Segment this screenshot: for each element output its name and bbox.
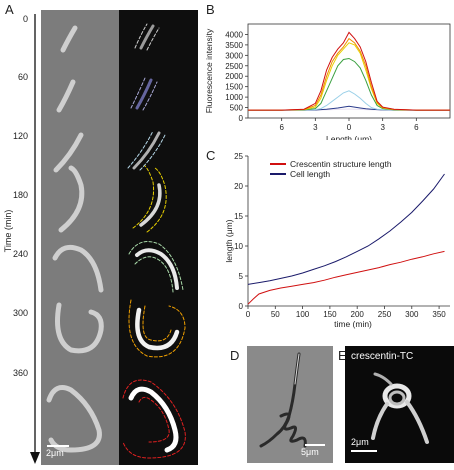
panel-d-scalebar — [305, 444, 325, 446]
fl-cell-120 — [132, 131, 161, 170]
time-arrow — [30, 14, 40, 464]
y-tick-label-c: 25 — [234, 152, 243, 161]
x-tick-label-c: 0 — [246, 310, 251, 319]
series-line-b-5 — [248, 37, 450, 111]
fl-cell-300 — [135, 307, 180, 351]
time-tick-60: 60 — [17, 72, 28, 82]
series-line-b-1 — [248, 105, 450, 111]
fluorescent-cell — [371, 372, 429, 444]
y-tick-label-b: 3000 — [225, 51, 243, 60]
panel-d-scalebar-label: 5μm — [301, 447, 319, 457]
panel-b-letter: B — [206, 2, 215, 17]
x-tick-label-c: 50 — [271, 310, 280, 319]
y-tick-label-c: 0 — [239, 302, 244, 311]
time-tick-300: 300 — [12, 308, 28, 318]
y-axis-label-b: Fluorescence intensity — [204, 28, 214, 113]
panel-e-scalebar — [351, 450, 377, 452]
cell-360 — [46, 385, 102, 453]
cell-120 — [53, 132, 84, 173]
x-tick-label-b: 0 — [347, 123, 352, 132]
cell-0 — [60, 25, 78, 53]
panel-c-letter: C — [206, 148, 216, 163]
time-tick-0: 0 — [22, 14, 28, 24]
x-tick-label-c: 100 — [296, 310, 310, 319]
x-axis-label-b: Length (μm) — [326, 134, 372, 140]
fluorescence-column — [119, 10, 198, 465]
y-tick-label-c: 10 — [234, 242, 243, 251]
panel-d-image: 5μm — [247, 346, 333, 463]
x-tick-label-c: 350 — [432, 310, 446, 319]
panel-d-letter: D — [230, 348, 240, 363]
fl-outline-120 — [127, 130, 166, 171]
x-tick-label-c: 200 — [351, 310, 365, 319]
fluorescence-cells — [122, 23, 186, 459]
x-tick-label-b: 6 — [414, 123, 419, 132]
panel-e-label: crescentin-TC — [351, 351, 414, 362]
phase-contrast-cell — [259, 352, 307, 448]
y-tick-label-b: 500 — [230, 104, 244, 113]
fl-outline-0 — [134, 23, 160, 51]
y-tick-label-c: 15 — [234, 212, 243, 221]
panel-e-letter: E — [338, 348, 347, 363]
fl-cell-60 — [135, 78, 153, 110]
y-tick-label-c: 5 — [239, 272, 244, 281]
cell-60 — [56, 79, 76, 113]
series-line-b-2 — [248, 90, 450, 111]
panel-e-image: crescentin-TC 2μm — [345, 346, 454, 463]
panel-a-scalebar — [47, 445, 69, 447]
x-tick-label-b: 3 — [313, 123, 318, 132]
x-axis-label-c: time (min) — [334, 319, 372, 329]
cell-180 — [58, 165, 85, 233]
series-line-b-3 — [248, 57, 450, 111]
y-axis-label-c: length (μm) — [224, 219, 234, 262]
y-tick-label-b: 1000 — [225, 93, 243, 102]
fl-cell-240 — [135, 248, 179, 290]
time-tick-180: 180 — [12, 190, 28, 200]
cell-240 — [52, 244, 104, 293]
x-tick-label-c: 150 — [323, 310, 337, 319]
y-tick-label-b: 4000 — [225, 30, 243, 39]
fl-cell-360 — [128, 386, 179, 453]
brightfield-cells — [46, 25, 104, 453]
time-tick-240: 240 — [12, 249, 28, 259]
x-tick-label-b: 3 — [380, 123, 385, 132]
y-tick-label-b: 3500 — [225, 41, 243, 50]
legend-label-c-0: Crescentin structure length — [290, 159, 392, 169]
panel-a-letter: A — [5, 2, 14, 17]
series-line-c-1 — [247, 173, 445, 285]
series-line-c-0 — [247, 250, 445, 305]
time-tick-120: 120 — [12, 131, 28, 141]
fl-cell-0 — [139, 24, 155, 50]
fl-outline-60 — [130, 77, 158, 111]
series-line-b-6 — [248, 31, 450, 111]
time-tick-360: 360 — [12, 368, 28, 378]
x-tick-label-c: 300 — [405, 310, 419, 319]
y-tick-label-b: 0 — [239, 114, 244, 123]
x-tick-label-c: 250 — [378, 310, 392, 319]
y-tick-label-b: 1500 — [225, 83, 243, 92]
fl-outline-240 — [128, 241, 184, 293]
fl-outline-300 — [128, 299, 186, 358]
cell-300 — [55, 302, 104, 354]
panel-a-scalebar-label: 2μm — [46, 448, 64, 458]
panel-e-scalebar-label: 2μm — [351, 437, 369, 447]
fl-cell-180 — [139, 183, 162, 227]
fl-outline-360 — [122, 379, 186, 459]
legend-label-c-1: Cell length — [290, 169, 330, 179]
brightfield-column — [41, 10, 119, 465]
series-line-b-4 — [248, 42, 450, 111]
y-tick-label-c: 20 — [234, 182, 243, 191]
y-tick-label-b: 2000 — [225, 72, 243, 81]
y-tick-label-b: 2500 — [225, 62, 243, 71]
fl-outline-180 — [132, 165, 167, 233]
x-tick-label-b: 6 — [279, 123, 284, 132]
